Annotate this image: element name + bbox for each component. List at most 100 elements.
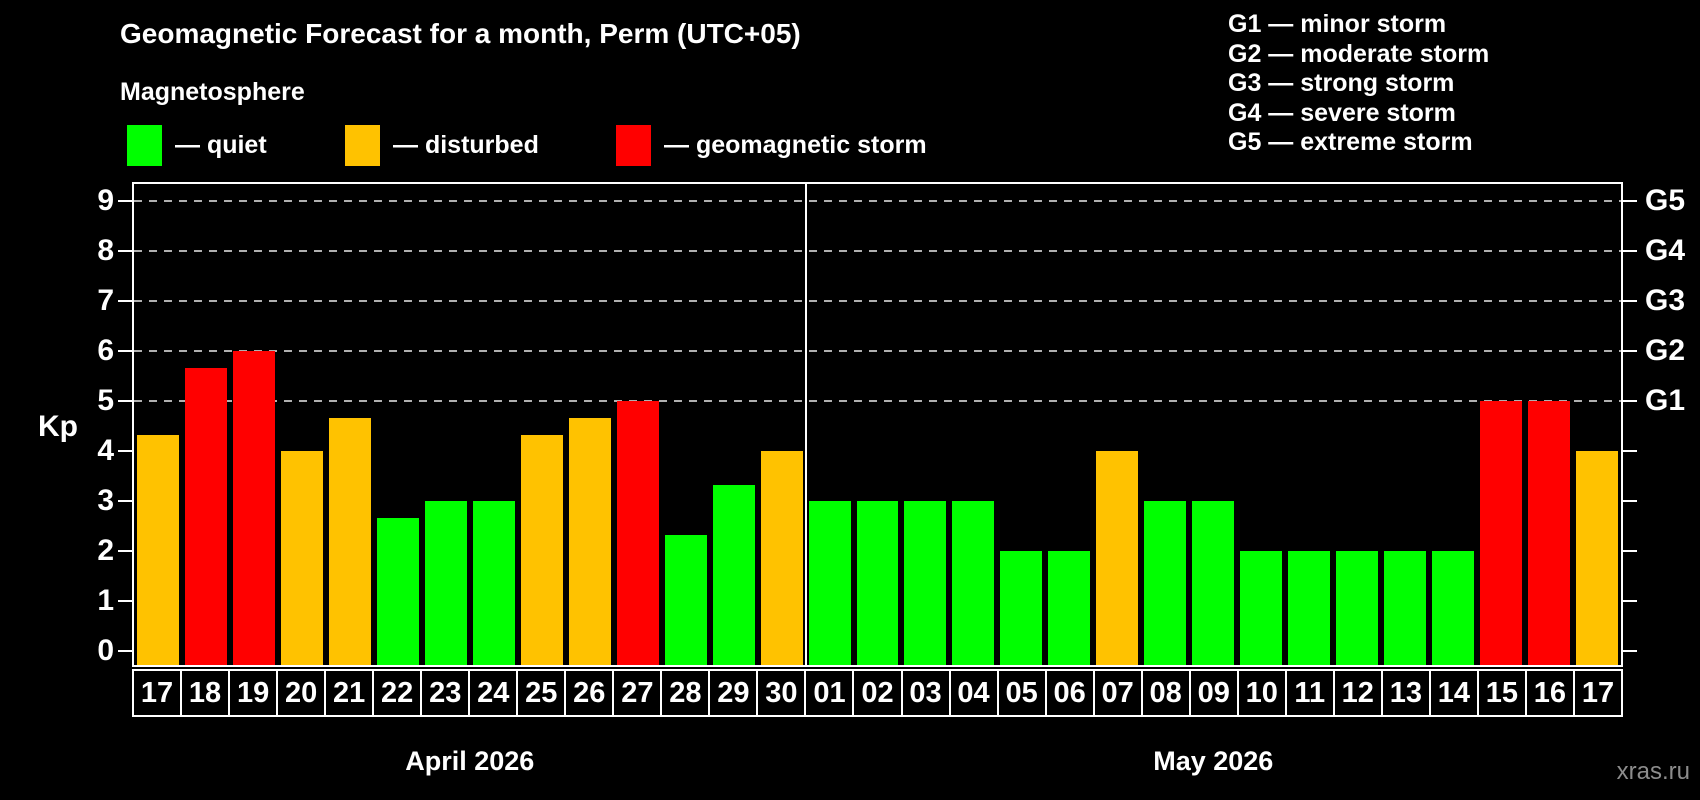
month-label-may: May 2026 <box>1153 746 1274 776</box>
kp-bar-01 <box>808 501 851 665</box>
kp-bar-23 <box>424 501 467 665</box>
date-cell-05: 05 <box>996 671 1045 715</box>
date-cell-01: 01 <box>804 671 852 715</box>
kp-axis-label: Kp <box>38 410 78 443</box>
gridline-kp6 <box>134 350 1621 352</box>
y-tick-label: 4 <box>97 434 114 467</box>
g-tick <box>1623 350 1637 352</box>
y-tick-label: 7 <box>97 284 114 317</box>
gridline-kp7 <box>134 300 1621 302</box>
kp-bar-26 <box>568 417 611 665</box>
y-tick-label: 9 <box>97 184 114 217</box>
disturbed-swatch <box>345 124 380 166</box>
plot-area: 0 1 2 3 4 5 6 7 8 9 G1 G2 G3 G4 G5 <box>97 182 1685 667</box>
date-cell-07: 07 <box>1092 671 1141 715</box>
kp-bar-09 <box>1192 501 1235 665</box>
g-tick <box>1623 500 1637 502</box>
g-tick <box>1623 650 1637 652</box>
y-tick <box>118 200 132 202</box>
kp-bar-27 <box>616 401 659 665</box>
date-cell-26: 26 <box>564 671 612 715</box>
g-tick <box>1623 250 1637 252</box>
g-tick <box>1623 400 1637 402</box>
kp-bar-07 <box>1096 451 1139 665</box>
date-cell-19: 19 <box>228 671 276 715</box>
kp-bar-13 <box>1384 551 1427 665</box>
kp-bar-10 <box>1240 551 1283 665</box>
g-axis-label-g3: G3 <box>1645 284 1686 317</box>
date-cell-17: 17 <box>140 676 174 709</box>
kp-bar-03 <box>904 501 947 665</box>
y-tick-label: 0 <box>97 634 114 667</box>
g2-legend-line: G2 — moderate storm <box>1228 39 1490 68</box>
legend-item-quiet: — quiet <box>127 124 267 166</box>
g-axis-label-g1: G1 <box>1645 384 1686 417</box>
y-tick-label: 6 <box>97 334 114 367</box>
kp-bar-11 <box>1288 551 1331 665</box>
kp-bar-16 <box>1528 401 1571 665</box>
month-label-april: April 2026 <box>405 746 535 776</box>
storm-label: — geomagnetic storm <box>664 130 927 159</box>
g1-legend-line: G1 — minor storm <box>1228 10 1447 38</box>
kp-bar-14 <box>1432 551 1475 665</box>
g-scale-legend: G1 — minor storm G2 — moderate storm G3 … <box>1228 10 1489 158</box>
g-tick <box>1623 200 1637 202</box>
kp-bar-30 <box>760 451 803 665</box>
disturbed-label: — disturbed <box>393 130 539 159</box>
date-cell-16: 16 <box>1524 671 1573 715</box>
date-cell-02: 02 <box>852 671 900 715</box>
g-axis-label-g5: G5 <box>1645 184 1686 217</box>
y-tick <box>118 650 132 652</box>
gridline-kp9 <box>134 200 1621 202</box>
watermark: xras.ru <box>1616 758 1690 785</box>
g-axis-label-g2: G2 <box>1645 334 1686 367</box>
kp-bar-15 <box>1480 401 1523 665</box>
kp-bar-04 <box>952 501 995 665</box>
kp-bar-28 <box>664 534 707 665</box>
date-cell-20: 20 <box>276 671 324 715</box>
y-tick-label: 8 <box>97 234 114 267</box>
y-tick-label: 2 <box>97 534 114 567</box>
date-cell-08: 08 <box>1140 671 1189 715</box>
kp-bar-21 <box>328 417 371 665</box>
kp-bar-06 <box>1048 551 1091 665</box>
y-tick <box>118 450 132 452</box>
page-title: Geomagnetic Forecast for a month, Perm (… <box>120 18 801 49</box>
magnetosphere-label: Magnetosphere <box>120 78 305 106</box>
date-cell-21: 21 <box>324 671 372 715</box>
g-axis-label-g4: G4 <box>1645 234 1686 267</box>
date-cell-30: 30 <box>756 671 804 715</box>
date-cell-24: 24 <box>468 671 516 715</box>
date-cell-09: 09 <box>1188 671 1237 715</box>
date-cell-27: 27 <box>612 671 660 715</box>
g-tick <box>1623 450 1637 452</box>
g-tick <box>1623 600 1637 602</box>
date-axis: 17 18 19 20 21 22 23 24 25 26 27 28 29 30 01 02 03 04 05 06… <box>132 669 1623 717</box>
kp-bar-25 <box>520 434 563 665</box>
date-cell-14: 14 <box>1428 671 1477 715</box>
kp-bar-08 <box>1144 501 1187 665</box>
quiet-label: — quiet <box>175 130 267 159</box>
kp-bar-29 <box>712 484 755 665</box>
y-tick <box>118 300 132 302</box>
kp-bar-17 <box>137 434 179 665</box>
date-cell-12: 12 <box>1332 671 1381 715</box>
y-tick <box>118 600 132 602</box>
date-cell-13: 13 <box>1380 671 1429 715</box>
kp-bar-19 <box>232 351 275 665</box>
date-cell-28: 28 <box>660 671 708 715</box>
kp-bar-12 <box>1336 551 1379 665</box>
kp-bar-18 <box>184 367 227 665</box>
y-tick-label: 3 <box>97 484 114 517</box>
quiet-swatch <box>127 124 162 166</box>
storm-swatch <box>616 124 651 166</box>
date-cell-18: 18 <box>180 671 228 715</box>
kp-bar-24 <box>472 501 515 665</box>
kp-bar-02 <box>856 501 899 665</box>
y-tick <box>118 550 132 552</box>
date-cell-10: 10 <box>1236 671 1285 715</box>
date-cell-25: 25 <box>516 671 564 715</box>
kp-bar-17 <box>1576 451 1618 665</box>
g-tick <box>1623 550 1637 552</box>
